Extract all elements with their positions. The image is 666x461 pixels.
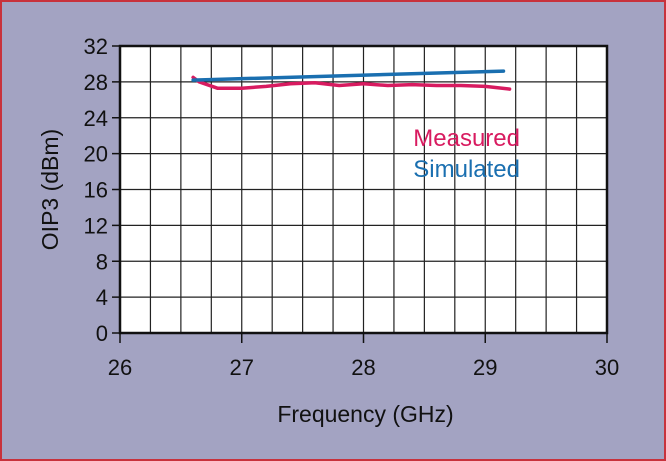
x-tick-label: 27 <box>230 355 254 380</box>
y-tick-label: 24 <box>84 106 108 131</box>
x-tick-label: 28 <box>351 355 375 380</box>
series-line-simulated <box>191 69 506 82</box>
series-layer <box>191 69 512 91</box>
y-tick-label: 0 <box>96 321 108 346</box>
x-tick-label: 29 <box>473 355 497 380</box>
y-tick-label: 28 <box>84 70 108 95</box>
x-tick-label: 30 <box>595 355 619 380</box>
y-tick-label: 16 <box>84 178 108 203</box>
y-tick-label: 4 <box>96 285 108 310</box>
tick-label-layer: 26 27 28 29 30 0 4 8 12 16 20 24 28 32 <box>84 34 620 380</box>
x-tick-label: 26 <box>108 355 132 380</box>
legend: Measured Simulated <box>413 125 520 183</box>
y-axis-title: OIP3 (dBm) <box>37 129 63 250</box>
y-tick-label: 32 <box>84 34 108 59</box>
y-tick-label: 20 <box>84 142 108 167</box>
legend-entry-simulated: Simulated <box>413 156 520 183</box>
x-axis-title: Frequency (GHz) <box>277 401 453 427</box>
y-tick-label: 12 <box>84 213 108 238</box>
series-line-measured <box>191 75 512 91</box>
y-tick-label: 8 <box>96 249 108 274</box>
legend-entry-measured: Measured <box>413 125 520 152</box>
grid-layer <box>120 46 607 333</box>
